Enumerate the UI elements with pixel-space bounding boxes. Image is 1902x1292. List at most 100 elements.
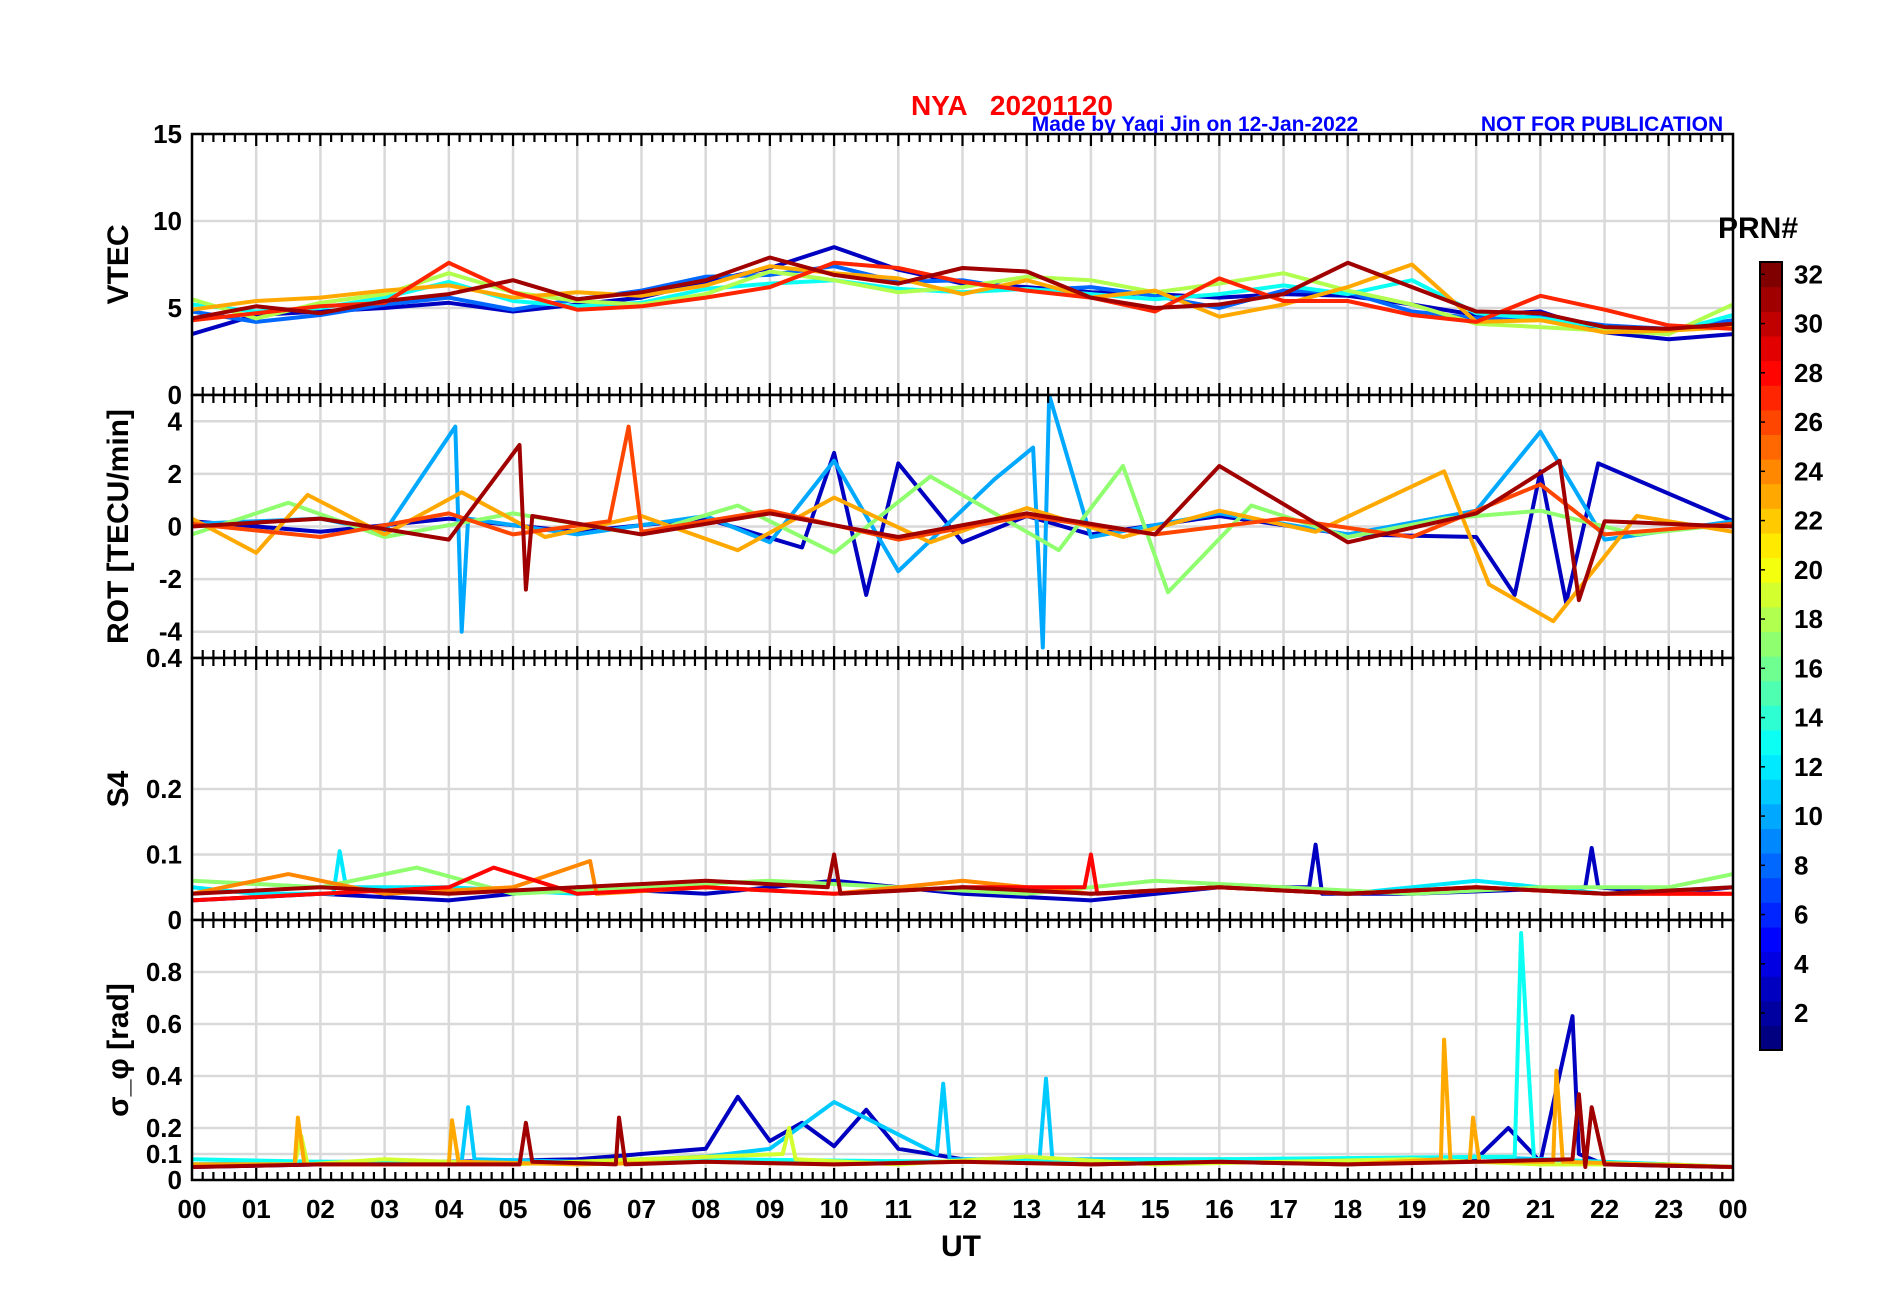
minor-ticks [201,134,1724,395]
y-tick-label: -4 [159,617,183,647]
colorbar-swatch [1760,532,1782,559]
x-tick-label: 02 [306,1194,335,1224]
colorbar-swatch [1760,680,1782,706]
colorbar-swatch [1760,360,1782,386]
y-tick-label: 5 [168,293,182,323]
y-tick-label: 0 [168,512,182,542]
y-tick-label: 0.2 [146,774,182,804]
x-tick-label: 10 [820,1194,849,1224]
publication-notice: NOT FOR PUBLICATION [1481,113,1723,136]
colorbar-tick-label: 12 [1794,752,1823,782]
x-tick-label: 18 [1333,1194,1362,1224]
colorbar-swatch [1760,262,1782,288]
x-tick-label: 05 [499,1194,528,1224]
colorbar-tick-label: 4 [1794,949,1809,979]
y-tick-label: 0 [168,380,182,410]
colorbar-swatch [1760,754,1782,780]
x-tick-label: 23 [1654,1194,1683,1224]
colorbar-swatch [1760,656,1782,682]
colorbar-swatch [1760,508,1782,534]
series-group [192,245,1733,342]
colorbar-tick-label: 8 [1794,850,1808,880]
colorbar-swatch [1760,409,1782,435]
colorbar-swatch [1760,434,1782,460]
colorbar-swatch [1760,1000,1782,1026]
colorbar-swatch [1760,729,1782,756]
y-tick-label: 0.1 [146,1139,182,1169]
series-group [192,931,1733,1169]
x-axis: 00 01 02 03 04 05 06 07 08 09 10 11 12 13 14 15 16 17 18 19… [178,1194,1748,1224]
x-tick-label: 22 [1590,1194,1619,1224]
colorbar-tick-label: 26 [1794,407,1823,437]
y-axis-label: σ_φ [rad] [102,983,135,1117]
colorbar-swatch [1760,877,1782,903]
colorbar-tick-label: 24 [1794,456,1823,486]
y-tick-label: 4 [168,406,183,436]
x-axis-label: UT [941,1230,981,1263]
x-tick-label: 13 [1012,1194,1041,1224]
series-line-prn-31 [192,443,1733,603]
colorbar-tick-label: 28 [1794,358,1823,388]
x-tick-label: 21 [1526,1194,1555,1224]
colorbar-tick-label: 20 [1794,555,1823,585]
x-tick-label: 11 [885,1194,913,1224]
colorbar-swatch [1760,385,1782,411]
colorbar-swatch [1760,951,1782,977]
x-tick-label: 19 [1397,1194,1426,1224]
colorbar-swatch [1760,828,1782,854]
colorbar-swatch [1760,459,1782,485]
colorbar-tick-label: 16 [1794,653,1823,683]
colorbar-swatch [1760,705,1782,731]
x-tick-label: 17 [1269,1194,1298,1224]
y-axis-label: VTEC [102,224,135,304]
colorbar-swatch [1760,853,1782,879]
colorbar-tick-label: 10 [1794,801,1823,831]
x-tick-label: 16 [1205,1194,1234,1224]
x-tick-label: 04 [434,1194,463,1224]
panel-rot: -4 -2 0 2 4 ROT [TECU/min] [102,393,1735,660]
colorbar-swatch [1760,582,1782,608]
colorbar-swatch [1760,311,1782,337]
x-tick-label: 20 [1462,1194,1491,1224]
figure-title: NYA 20201120 [911,90,1113,121]
colorbar-tick-label: 22 [1794,506,1823,536]
colorbar-swatch [1760,803,1782,829]
colorbar-tick-label: 32 [1794,259,1823,289]
colorbar-tick-label: 30 [1794,309,1823,339]
y-tick-label: 0.8 [146,957,182,987]
y-tick-label: 0 [168,1165,182,1195]
y-tick-label: 0.1 [146,840,182,870]
series-group [192,842,1733,903]
colorbar-swatch [1760,976,1782,1002]
series-line-prn-27 [192,260,1733,331]
x-tick-label: 14 [1076,1194,1105,1224]
series-line-prn-31 [192,255,1733,331]
x-tick-label: 09 [755,1194,784,1224]
y-tick-label: 0.4 [146,643,183,673]
colorbar-tick-label: 14 [1794,703,1823,733]
x-tick-label: 00 [178,1194,207,1224]
colorbar-swatch [1760,286,1782,312]
y-tick-label: 2 [168,459,182,489]
colorbar-swatch [1760,631,1782,657]
y-axis-label: ROT [TECU/min] [102,409,135,644]
panel-vtec: 0 5 10 15 VTEC [102,119,1735,410]
y-tick-label: 0.4 [146,1061,183,1091]
colorbar-tick-label: 6 [1794,900,1808,930]
minor-ticks [201,395,1724,658]
y-axis-label: S4 [102,770,135,807]
y-tick-label: 0.2 [146,1113,182,1143]
series-group [192,395,1733,650]
y-tick-label: 10 [153,206,182,236]
colorbar-tick-label: 2 [1794,998,1808,1028]
colorbar-swatch [1760,557,1782,583]
credit-note: Made by Yaqi Jin on 12-Jan-2022 [1032,113,1358,136]
colorbar-swatch [1760,335,1782,362]
y-tick-label: 15 [153,119,182,149]
colorbar-swatch [1760,902,1782,928]
y-tick-label: 0.6 [146,1009,182,1039]
colorbar-tick-label: 18 [1794,604,1823,634]
